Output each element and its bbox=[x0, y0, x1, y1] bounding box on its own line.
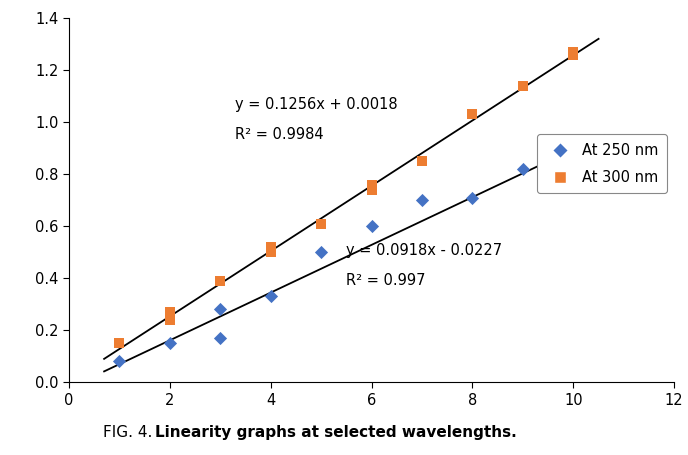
Point bbox=[265, 293, 276, 300]
Point bbox=[316, 248, 327, 256]
Point bbox=[568, 48, 579, 56]
Text: y = 0.0918x - 0.0227: y = 0.0918x - 0.0227 bbox=[346, 243, 502, 258]
Point bbox=[366, 186, 377, 193]
Point bbox=[416, 157, 427, 165]
Text: R² = 0.9984: R² = 0.9984 bbox=[235, 127, 324, 142]
Point bbox=[164, 316, 175, 324]
Point bbox=[416, 197, 427, 204]
Point bbox=[568, 145, 579, 152]
Point bbox=[568, 139, 579, 147]
Point bbox=[467, 111, 478, 118]
Point bbox=[366, 222, 377, 230]
Point bbox=[215, 277, 226, 284]
Point bbox=[265, 248, 276, 256]
Point bbox=[215, 306, 226, 313]
Point bbox=[164, 308, 175, 316]
Point bbox=[114, 358, 125, 365]
Point bbox=[215, 334, 226, 342]
Point bbox=[114, 339, 125, 347]
Point bbox=[164, 339, 175, 347]
Point bbox=[366, 181, 377, 188]
Text: FIG. 4.: FIG. 4. bbox=[103, 425, 158, 440]
Point bbox=[467, 194, 478, 201]
Text: R² = 0.997: R² = 0.997 bbox=[346, 273, 426, 288]
Point bbox=[517, 165, 528, 172]
Point bbox=[517, 82, 528, 90]
Text: Linearity graphs at selected wavelengths.: Linearity graphs at selected wavelengths… bbox=[155, 425, 517, 440]
Point bbox=[568, 51, 579, 58]
Point bbox=[265, 243, 276, 251]
Legend: At 250 nm, At 300 nm: At 250 nm, At 300 nm bbox=[537, 134, 667, 193]
Text: y = 0.1256x + 0.0018: y = 0.1256x + 0.0018 bbox=[235, 97, 398, 112]
Point bbox=[316, 220, 327, 227]
